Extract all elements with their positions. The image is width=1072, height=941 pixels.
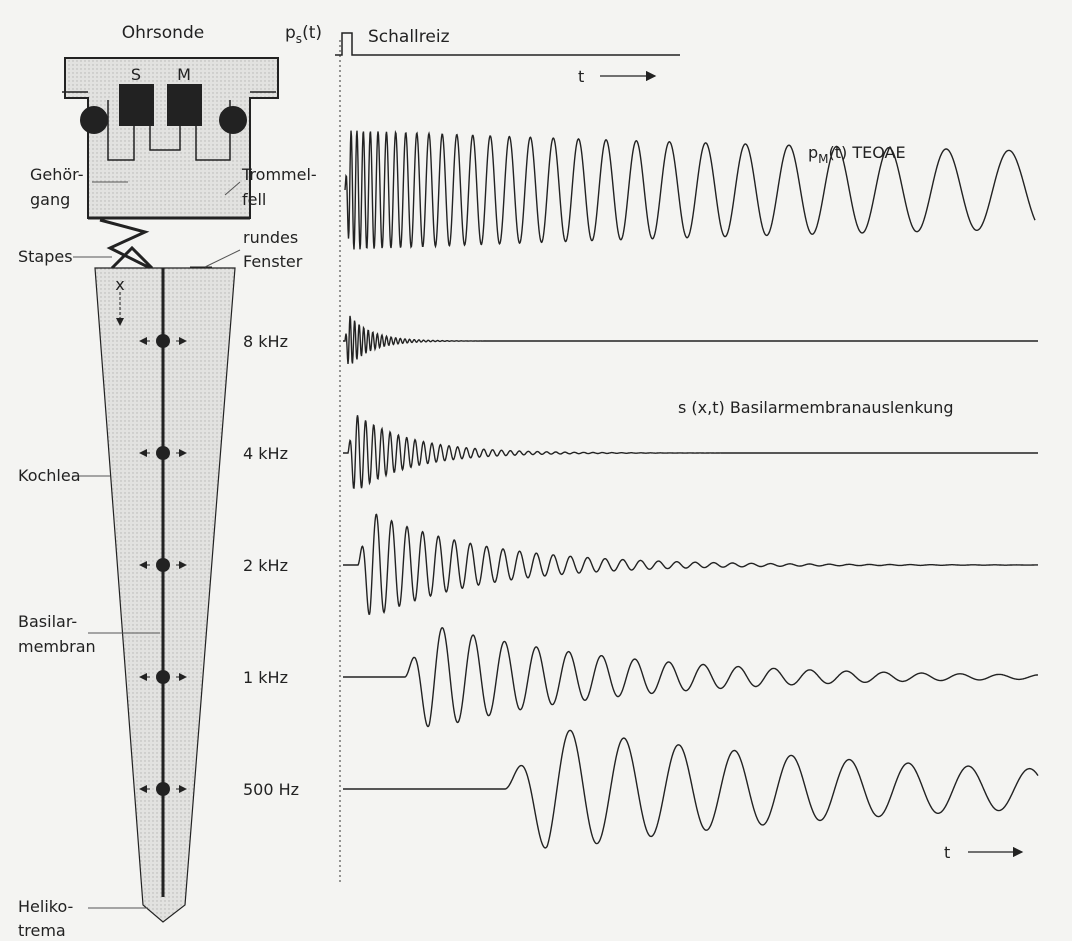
membrane-point [156, 670, 170, 684]
window-label: Fenster [243, 252, 303, 271]
cochlea-label: Kochlea [18, 466, 81, 485]
window-label: rundes [243, 228, 298, 247]
helicotrema-label: trema [18, 921, 66, 940]
canal-label: gang [30, 190, 70, 209]
waveform [343, 514, 1038, 614]
waveforms [343, 131, 1038, 848]
membrane-point [156, 782, 170, 796]
eardrum-label: Trommel- [241, 165, 317, 184]
time-label: t [578, 67, 584, 86]
mic-label: M [177, 65, 191, 84]
membrane-label: membran [18, 637, 96, 656]
time-label: t [944, 843, 950, 862]
stimulus-label: Schallreiz [368, 27, 450, 47]
waveform [343, 316, 1038, 364]
membrane-label: Basilar- [18, 612, 77, 631]
displacement-label: s (x,t) Basilarmembranauslenkung [678, 398, 954, 417]
frequency-label: 4 kHz [243, 444, 288, 463]
cochlea [95, 268, 235, 922]
membrane-point [156, 558, 170, 572]
probe-title: Ohrsonde [122, 23, 204, 43]
frequency-label: 8 kHz [243, 332, 288, 351]
speaker-label: S [131, 65, 141, 84]
stimulus-symbol: ps(t) [285, 23, 322, 46]
canal-label: Gehör- [30, 165, 84, 184]
membrane-point [156, 446, 170, 460]
waveform [343, 628, 1038, 727]
emission-label: pM(t) TEOAE [808, 143, 906, 166]
frequency-label: 1 kHz [243, 668, 288, 687]
eardrum-label: fell [242, 190, 266, 209]
frequency-label: 500 Hz [243, 780, 299, 799]
figure: Ohrsonde S M Gehör- gang Trommel- fell r… [0, 0, 1072, 941]
waveform [345, 131, 1035, 250]
waveform [343, 730, 1038, 848]
waveform [343, 415, 1038, 488]
helicotrema-label: Heliko- [18, 897, 73, 916]
x-label: x [115, 275, 124, 294]
membrane-point [156, 334, 170, 348]
frequency-label: 2 kHz [243, 556, 288, 575]
stapes-label: Stapes [18, 247, 73, 266]
